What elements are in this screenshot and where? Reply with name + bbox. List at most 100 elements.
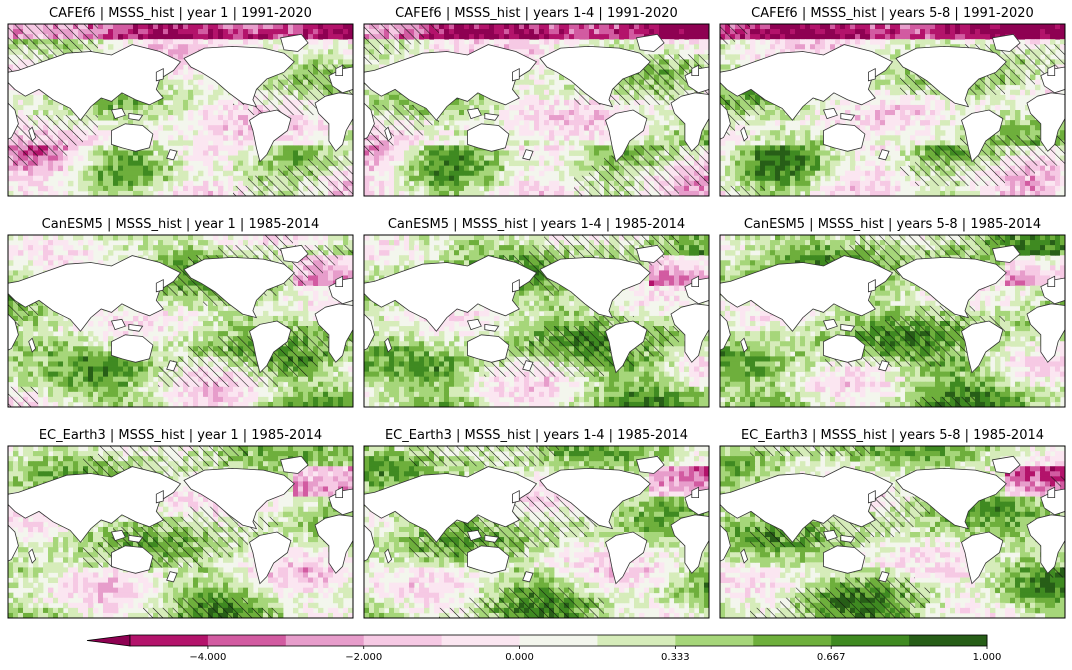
hatch-cell xyxy=(263,84,278,95)
heatmap-cell xyxy=(238,165,244,172)
heatmap-cell xyxy=(394,180,400,187)
hatch-cell xyxy=(23,24,38,35)
heatmap-cell xyxy=(930,24,936,30)
heatmap-cell xyxy=(48,155,54,161)
heatmap-cell xyxy=(198,120,204,126)
heatmap-cell xyxy=(464,24,470,30)
heatmap-cell xyxy=(389,99,395,106)
heatmap-cell xyxy=(268,170,274,177)
heatmap-cell xyxy=(238,34,244,40)
heatmap-cell xyxy=(123,104,129,111)
heatmap-cell xyxy=(1055,24,1061,30)
heatmap-cell xyxy=(549,165,555,172)
heatmap-cell xyxy=(93,150,99,156)
heatmap-cell xyxy=(444,160,450,167)
heatmap-cell xyxy=(53,165,59,172)
heatmap-cell xyxy=(900,34,906,40)
heatmap-cell xyxy=(318,49,324,55)
heatmap-cell xyxy=(333,39,339,45)
heatmap-cell xyxy=(689,185,695,192)
heatmap-cell xyxy=(559,175,565,182)
heatmap-cell xyxy=(153,44,159,50)
heatmap-cell xyxy=(308,54,314,60)
heatmap-cell xyxy=(965,24,971,30)
heatmap-cell xyxy=(213,39,219,45)
heatmap-cell xyxy=(163,175,169,182)
heatmap-cell xyxy=(659,140,665,146)
heatmap-cell xyxy=(399,165,405,172)
heatmap-cell xyxy=(484,29,490,35)
heatmap-cell xyxy=(43,170,49,177)
heatmap-cell xyxy=(539,29,545,35)
heatmap-cell xyxy=(183,99,189,106)
heatmap-cell xyxy=(419,160,425,167)
heatmap-cell xyxy=(198,39,204,45)
heatmap-cell xyxy=(559,115,565,121)
continent xyxy=(111,123,154,152)
hatch-cell xyxy=(293,74,308,85)
heatmap-cell xyxy=(283,130,289,136)
heatmap-cell xyxy=(805,39,811,45)
heatmap-cell xyxy=(855,39,861,45)
heatmap-cell xyxy=(228,180,234,187)
heatmap-cell xyxy=(599,110,605,116)
heatmap-cell xyxy=(228,104,234,111)
heatmap-cell xyxy=(168,29,174,35)
heatmap-cell xyxy=(168,79,174,86)
heatmap-cell xyxy=(113,145,119,151)
hatch-cell xyxy=(364,44,379,55)
heatmap-cell xyxy=(469,150,475,156)
heatmap-cell xyxy=(143,185,149,192)
hatch-cell xyxy=(634,94,649,105)
heatmap-cell xyxy=(599,104,605,111)
heatmap-cell xyxy=(534,190,540,196)
heatmap-cell xyxy=(534,24,540,30)
heatmap-cell xyxy=(990,29,996,35)
heatmap-cell xyxy=(539,24,545,30)
heatmap-cell xyxy=(228,99,234,106)
heatmap-cell xyxy=(704,135,709,141)
heatmap-cell xyxy=(805,110,811,116)
heatmap-cell xyxy=(534,104,540,111)
heatmap-cell xyxy=(208,125,214,131)
heatmap-cell xyxy=(855,44,861,50)
heatmap-cell xyxy=(504,185,510,192)
map-frame xyxy=(363,23,710,197)
heatmap-cell xyxy=(629,145,635,151)
heatmap-cell xyxy=(539,99,545,106)
heatmap-cell xyxy=(143,104,149,111)
heatmap-cell xyxy=(459,115,465,121)
heatmap-cell xyxy=(905,44,911,50)
heatmap-cell xyxy=(148,29,154,35)
heatmap-cell xyxy=(469,190,475,196)
heatmap-cell xyxy=(544,39,550,45)
heatmap-cell xyxy=(995,104,1001,111)
heatmap-cell xyxy=(519,84,525,91)
hatch-cell xyxy=(38,54,53,65)
heatmap-cell xyxy=(48,185,54,192)
hatch-cell xyxy=(68,24,83,35)
heatmap-cell xyxy=(554,140,560,146)
heatmap-cell xyxy=(745,34,751,40)
hatch-cell xyxy=(694,165,709,176)
heatmap-cell xyxy=(619,34,625,40)
heatmap-cell xyxy=(534,160,540,167)
heatmap-cell xyxy=(830,115,836,121)
heatmap-cell xyxy=(795,24,801,30)
heatmap-cell xyxy=(870,104,876,111)
heatmap-cell xyxy=(38,185,44,192)
heatmap-cell xyxy=(684,190,690,196)
hatch-cell xyxy=(278,94,293,105)
heatmap-cell xyxy=(459,150,465,156)
heatmap-cell xyxy=(434,180,440,187)
heatmap-cell xyxy=(890,74,896,81)
heatmap-cell xyxy=(188,155,194,161)
heatmap-cell xyxy=(990,94,996,101)
heatmap-cell xyxy=(780,44,786,50)
heatmap-cell xyxy=(208,110,214,116)
heatmap-cell xyxy=(108,160,114,167)
heatmap-cell xyxy=(303,115,309,121)
heatmap-cell xyxy=(880,39,886,45)
heatmap-cell xyxy=(885,69,891,75)
heatmap-cell xyxy=(103,190,109,196)
